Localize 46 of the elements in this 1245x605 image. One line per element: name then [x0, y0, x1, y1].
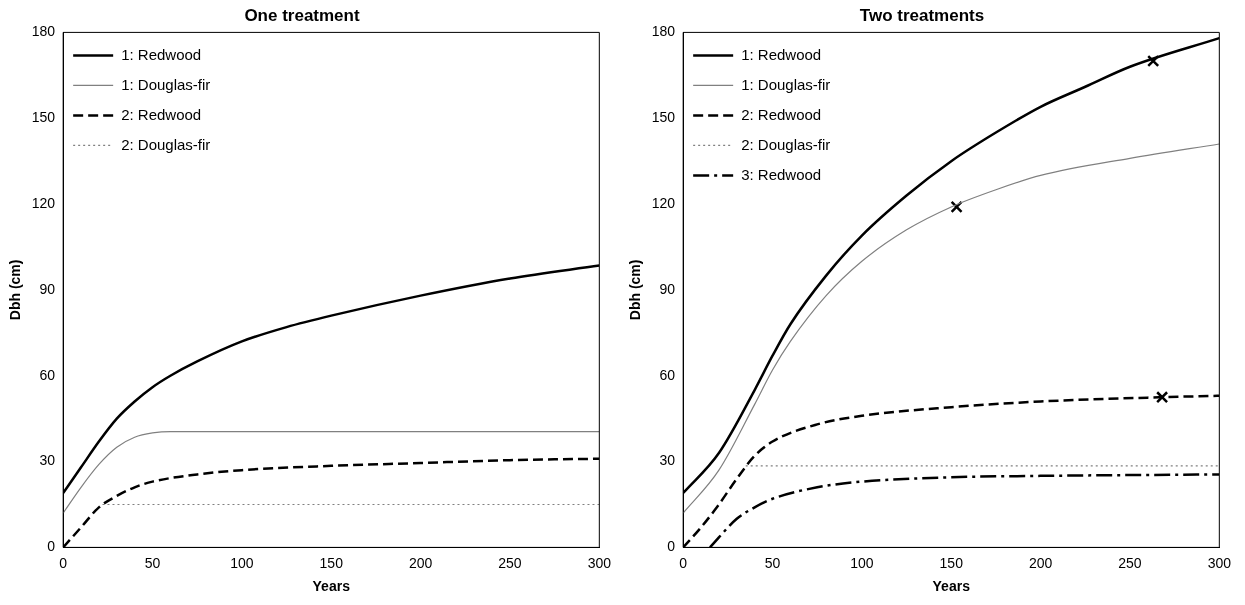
- y-tick-label: 90: [659, 280, 676, 297]
- chart-title: One treatment: [244, 5, 360, 25]
- y-tick-label: 60: [659, 366, 676, 383]
- y-tick-label: 120: [31, 194, 56, 211]
- x-tick-label: 100: [230, 554, 254, 571]
- point: [1155, 390, 1169, 404]
- legend-label: 2: Redwood: [121, 105, 202, 123]
- y-tick-label: 0: [47, 538, 56, 555]
- y-tick-label: 150: [31, 109, 56, 126]
- x-tick-label: 300: [587, 554, 612, 571]
- y-tick-label: 180: [651, 23, 676, 40]
- point: [1146, 54, 1160, 68]
- legend-label: 1: Redwood: [121, 45, 202, 63]
- legend-label: 2: Douglas-fir: [121, 135, 211, 153]
- y-tick-label: 30: [39, 452, 56, 469]
- line-series: [63, 430, 600, 514]
- x-tick-label: 0: [59, 554, 68, 571]
- legend-label: 2: Douglas-fir: [741, 135, 831, 153]
- legend-label: 1: Redwood: [741, 45, 822, 63]
- x-tick-label: 100: [850, 554, 874, 571]
- chart-title: Two treatments: [859, 5, 985, 25]
- y-tick-label: 150: [651, 109, 676, 126]
- x-tick-label: 150: [939, 554, 964, 571]
- x-tick-label: 50: [144, 554, 161, 571]
- legend-label: 3: Redwood: [741, 165, 822, 183]
- x-tick-label: 0: [679, 554, 688, 571]
- x-tick-label: 200: [1028, 554, 1053, 571]
- y-tick-label: 30: [659, 452, 676, 469]
- x-axis-title: Years: [312, 578, 351, 595]
- y-tick-label: 180: [31, 23, 56, 40]
- legend-label: 1: Douglas-fir: [741, 75, 831, 93]
- legend-label: 2: Redwood: [741, 105, 822, 123]
- legend-label: 1: Douglas-fir: [121, 75, 211, 93]
- x-tick-label: 200: [408, 554, 433, 571]
- y-tick-label: 120: [651, 194, 676, 211]
- x-axis-title: Years: [932, 578, 971, 595]
- x-tick-label: 300: [1207, 554, 1232, 571]
- x-tick-label: 150: [319, 554, 344, 571]
- y-tick-label: 0: [667, 538, 676, 555]
- y-axis-title: Dbh (cm): [627, 259, 644, 321]
- x-tick-label: 50: [764, 554, 781, 571]
- y-tick-label: 60: [39, 366, 56, 383]
- y-tick-label: 90: [39, 280, 56, 297]
- x-tick-label: 250: [1118, 554, 1142, 571]
- y-axis-title: Dbh (cm): [7, 259, 24, 321]
- x-tick-label: 250: [498, 554, 522, 571]
